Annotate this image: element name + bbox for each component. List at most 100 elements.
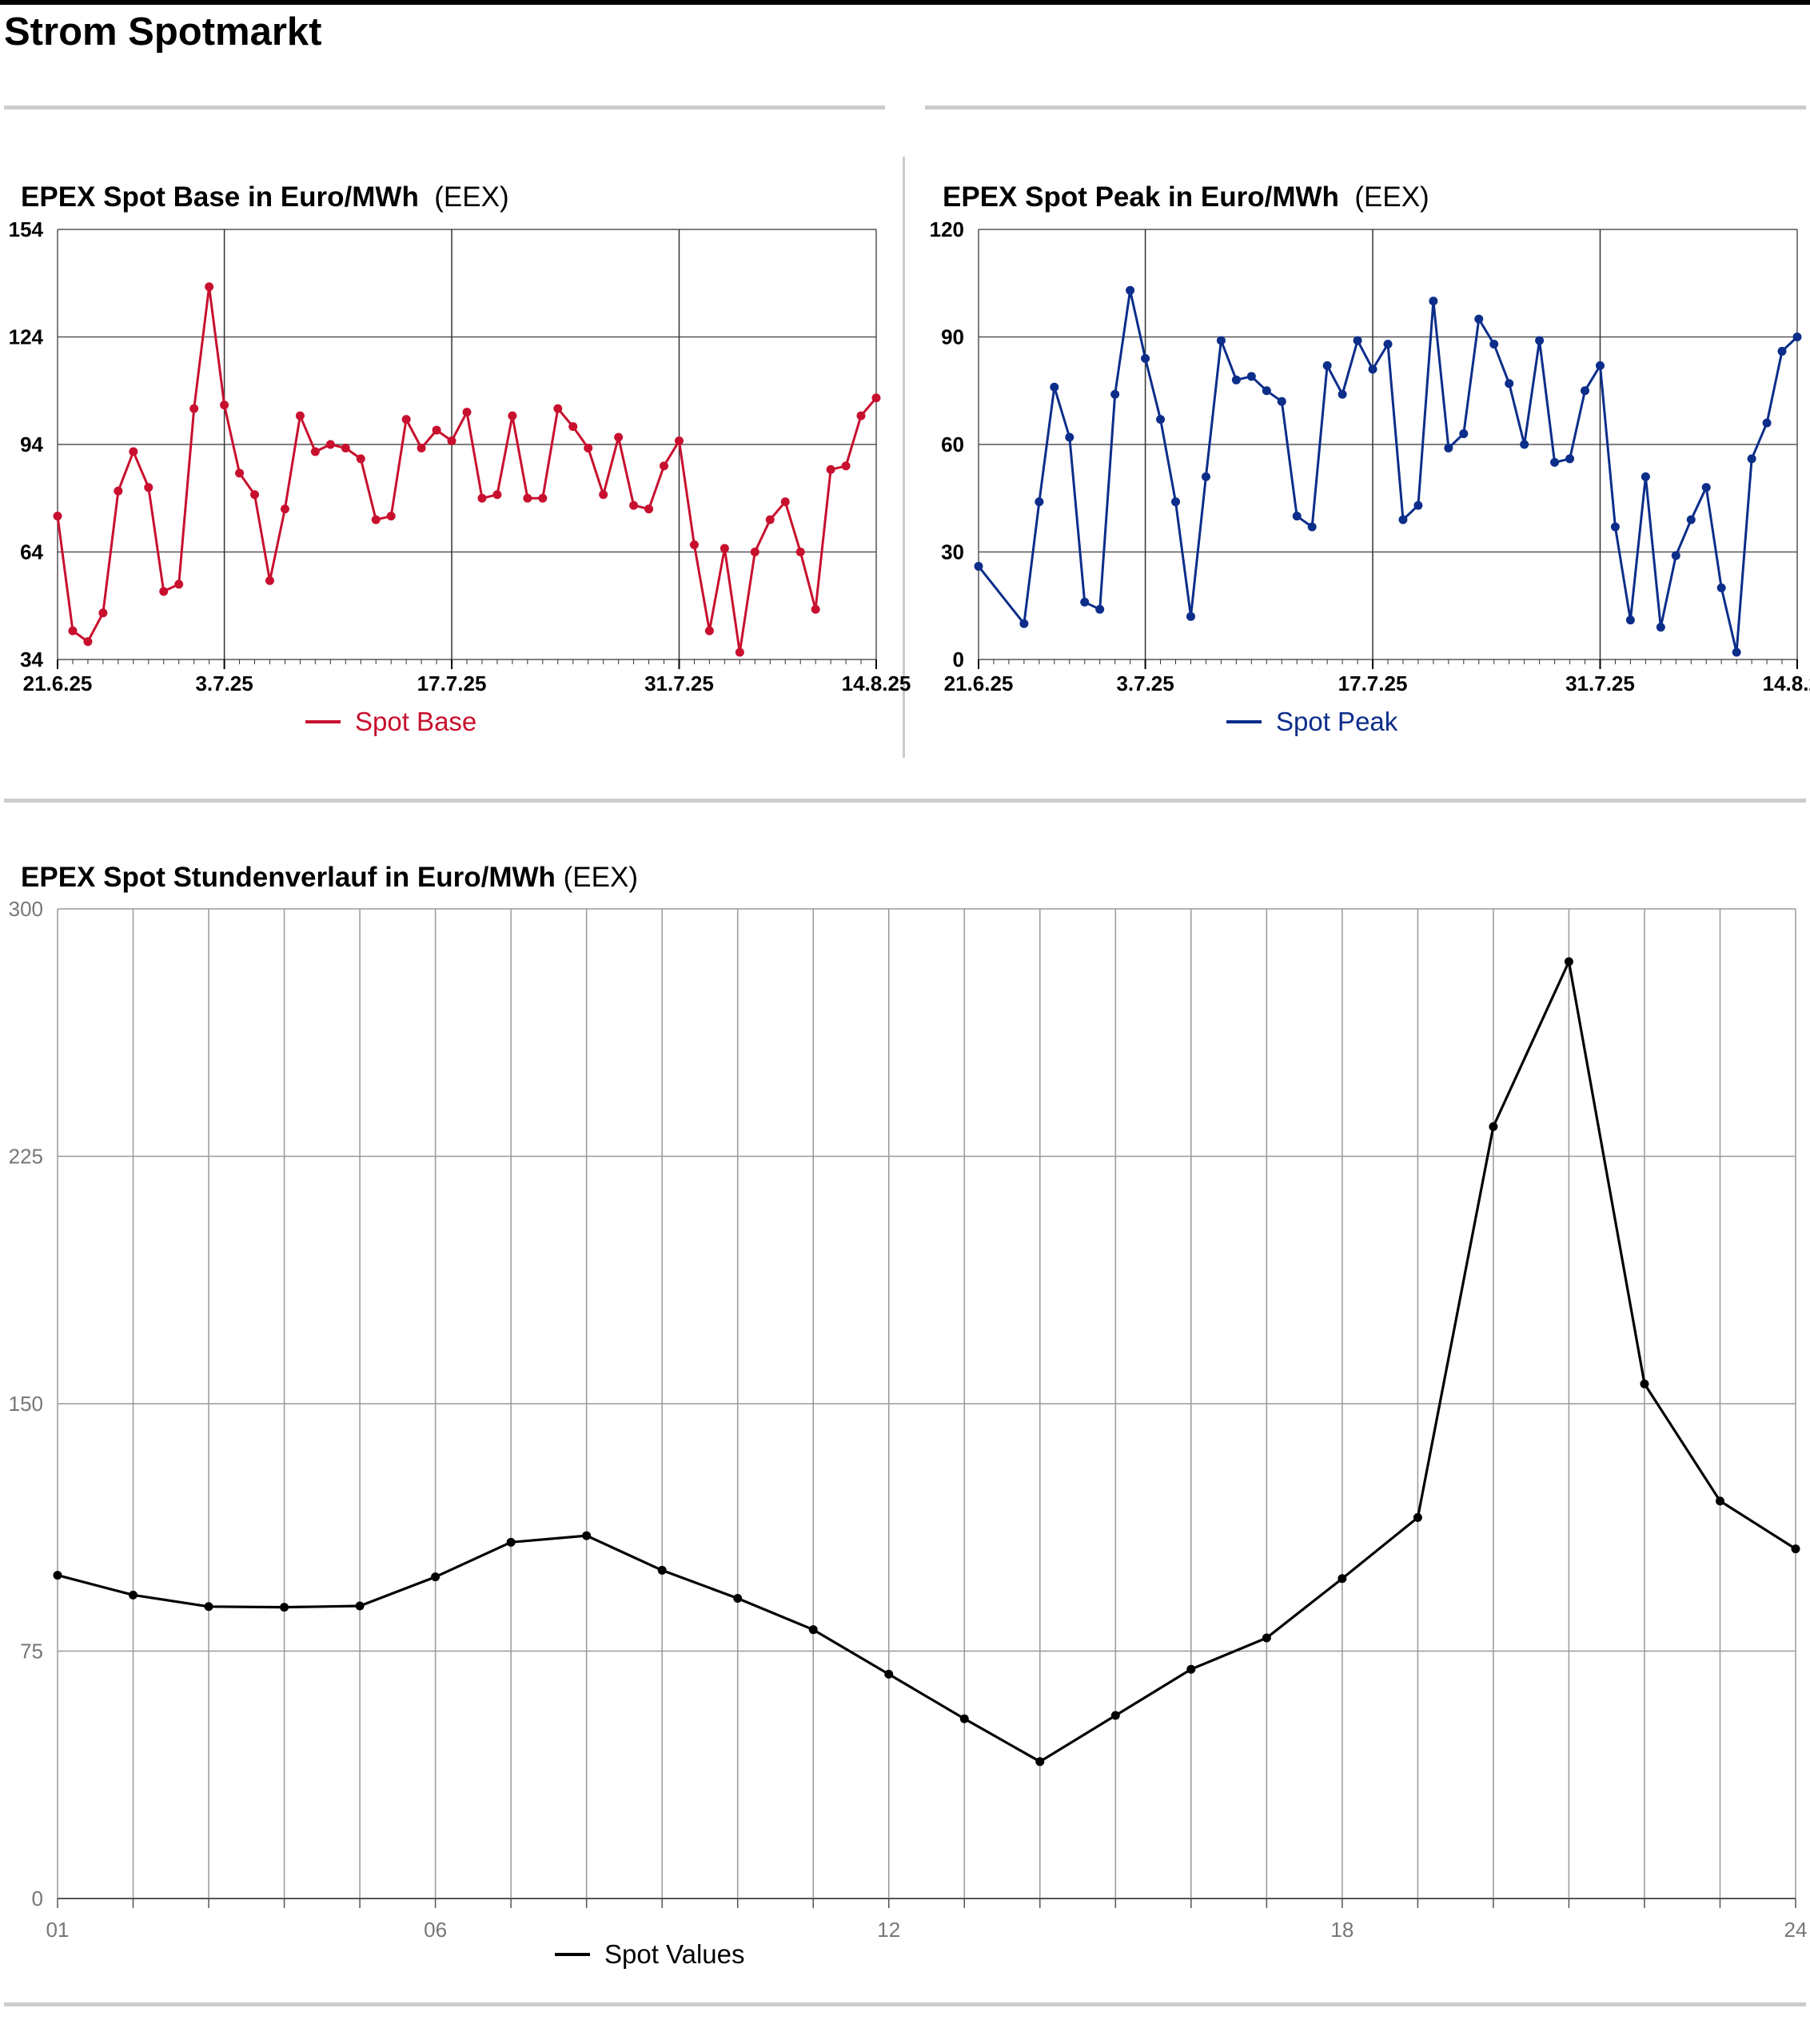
data-point bbox=[974, 561, 983, 571]
data-point bbox=[220, 400, 229, 410]
data-point bbox=[417, 443, 426, 452]
panel-divider bbox=[903, 157, 905, 758]
data-point bbox=[1762, 418, 1772, 428]
data-point bbox=[1715, 1496, 1724, 1506]
data-point bbox=[431, 1572, 441, 1582]
data-point bbox=[1019, 619, 1029, 628]
data-point bbox=[477, 493, 487, 503]
y-tick-label: 0 bbox=[953, 647, 964, 671]
divider bbox=[4, 799, 1806, 803]
data-point bbox=[674, 436, 684, 446]
data-point bbox=[1671, 551, 1680, 560]
x-tick-label: 14.8.25 bbox=[842, 671, 911, 695]
data-point bbox=[808, 1625, 818, 1635]
data-point bbox=[508, 411, 517, 420]
base-title-source: (EEX) bbox=[434, 181, 509, 213]
y-tick-label: 0 bbox=[32, 1887, 43, 1911]
data-point bbox=[310, 447, 320, 456]
data-point bbox=[841, 461, 851, 471]
x-tick-label: 01 bbox=[46, 1918, 70, 1942]
y-tick-label: 60 bbox=[941, 432, 964, 456]
base-legend-label: Spot Base bbox=[355, 707, 477, 736]
data-point bbox=[1338, 1574, 1347, 1584]
x-tick-label: 21.6.25 bbox=[944, 671, 1014, 695]
data-point bbox=[644, 504, 654, 514]
data-point bbox=[506, 1537, 516, 1547]
data-point bbox=[447, 436, 456, 446]
x-tick-label: 31.7.25 bbox=[644, 671, 714, 695]
data-point bbox=[1732, 647, 1741, 657]
data-point bbox=[568, 422, 578, 432]
data-point bbox=[1262, 1633, 1271, 1643]
y-tick-label: 124 bbox=[9, 325, 44, 349]
data-point bbox=[959, 1714, 969, 1723]
data-point bbox=[83, 637, 93, 647]
data-point bbox=[159, 587, 169, 596]
data-point bbox=[205, 282, 214, 292]
data-point bbox=[1564, 957, 1573, 966]
data-point bbox=[538, 493, 548, 503]
series-line bbox=[57, 960, 1796, 1763]
x-tick-label: 14.8.25 bbox=[1763, 671, 1810, 695]
y-tick-label: 120 bbox=[930, 217, 964, 241]
data-point bbox=[660, 461, 669, 471]
data-point bbox=[1277, 396, 1286, 406]
x-tick-label: 12 bbox=[877, 1918, 900, 1942]
data-point bbox=[144, 483, 153, 492]
x-tick-label: 31.7.25 bbox=[1565, 671, 1635, 695]
peak-chart-title: EPEX Spot Peak in Euro/MWh (EEX) bbox=[943, 180, 1429, 215]
x-tick-label: 3.7.25 bbox=[195, 671, 253, 695]
data-point bbox=[1413, 1512, 1422, 1522]
data-point bbox=[826, 464, 835, 474]
data-point bbox=[341, 443, 350, 452]
data-point bbox=[735, 647, 744, 657]
base-chart-title: EPEX Spot Base in Euro/MWh (EEX) bbox=[21, 180, 509, 215]
data-point bbox=[356, 454, 365, 464]
page-title: Strom Spotmarkt bbox=[4, 10, 322, 54]
data-point bbox=[1686, 515, 1696, 524]
data-point bbox=[1595, 361, 1605, 370]
data-point bbox=[811, 604, 820, 614]
x-tick-label: 17.7.25 bbox=[1338, 671, 1408, 695]
y-tick-label: 30 bbox=[941, 540, 964, 564]
data-point bbox=[795, 548, 805, 556]
data-point bbox=[492, 490, 502, 500]
data-point bbox=[1035, 497, 1044, 507]
data-point bbox=[584, 443, 593, 452]
data-point bbox=[1459, 429, 1469, 439]
data-point bbox=[401, 415, 411, 424]
base-legend: Spot Base bbox=[305, 706, 476, 738]
y-tick-label: 154 bbox=[9, 217, 44, 241]
data-point bbox=[1322, 361, 1332, 370]
data-point bbox=[53, 512, 62, 521]
data-point bbox=[1444, 443, 1453, 452]
data-point bbox=[1701, 483, 1711, 492]
x-tick-label: 21.6.25 bbox=[23, 671, 93, 695]
data-point bbox=[856, 411, 866, 420]
data-point bbox=[1640, 1379, 1649, 1389]
base-legend-swatch bbox=[305, 720, 341, 723]
data-point bbox=[1186, 1664, 1196, 1674]
data-point bbox=[114, 486, 123, 496]
data-point bbox=[1080, 597, 1090, 607]
data-point bbox=[1474, 314, 1484, 324]
data-point bbox=[1110, 1711, 1120, 1720]
y-tick-label: 150 bbox=[9, 1392, 43, 1416]
data-point bbox=[720, 544, 729, 553]
data-point bbox=[733, 1593, 743, 1603]
peak-title-main: EPEX Spot Peak in Euro/MWh bbox=[943, 181, 1339, 213]
y-tick-label: 300 bbox=[9, 897, 43, 921]
hourly-chart-title: EPEX Spot Stundenverlauf in Euro/MWh (EE… bbox=[21, 860, 638, 895]
data-point bbox=[1747, 454, 1756, 464]
data-point bbox=[1505, 379, 1514, 388]
data-point bbox=[174, 580, 184, 589]
data-point bbox=[129, 1590, 138, 1600]
x-tick-label: 06 bbox=[424, 1918, 447, 1942]
data-point bbox=[1520, 440, 1529, 449]
data-point bbox=[1216, 336, 1226, 345]
x-tick-label: 24 bbox=[1784, 1918, 1808, 1942]
y-tick-label: 64 bbox=[20, 540, 43, 564]
data-point bbox=[280, 1603, 289, 1612]
